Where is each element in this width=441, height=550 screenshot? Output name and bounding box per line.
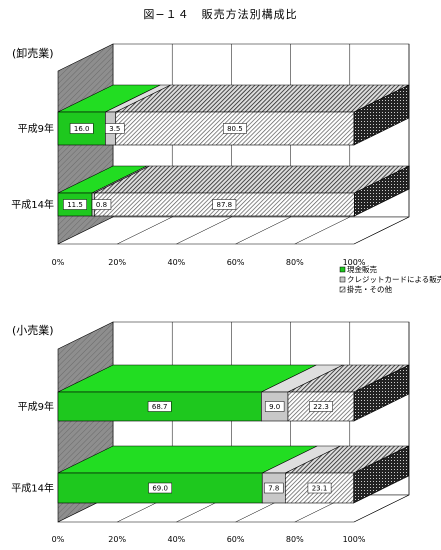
x-tick-label: 60% <box>227 535 245 544</box>
value-label-box <box>223 123 247 134</box>
chart-panel-retail <box>57 321 410 523</box>
x-tick-label: 80% <box>286 258 304 267</box>
x-tick-label: 40% <box>168 535 186 544</box>
x-tick-label: 40% <box>168 258 186 267</box>
gridline-floor <box>176 216 232 245</box>
bar-side <box>353 84 410 146</box>
legend-label-cash: 現金販売 <box>347 264 377 274</box>
x-tick-label: 60% <box>227 258 245 267</box>
value-label-other: 23.1 <box>312 485 328 493</box>
bar-side <box>353 445 410 504</box>
section-label-wholesale: (卸売業) <box>12 47 54 60</box>
legend-swatch-credit <box>339 276 346 283</box>
value-label-box <box>309 401 333 412</box>
value-label-credit: 3.5 <box>109 125 120 133</box>
value-label-box <box>212 199 237 210</box>
category-label: 平成14年 <box>11 482 54 495</box>
value-label-box <box>148 482 172 494</box>
legend-swatch-other <box>339 286 346 293</box>
value-label-box <box>105 123 125 134</box>
bar-side <box>353 364 410 422</box>
category-label: 平成9年 <box>18 122 54 135</box>
x-tick-label: 100% <box>343 535 366 544</box>
value-label-credit: 0.8 <box>96 201 107 209</box>
value-label-box <box>147 401 172 412</box>
x-tick-label: 0% <box>52 535 65 544</box>
gridline-floor <box>235 216 291 245</box>
x-tick-label: 20% <box>108 535 126 544</box>
floor <box>57 216 410 245</box>
value-label-credit: 9.0 <box>269 403 280 411</box>
bar-side <box>353 165 410 217</box>
value-label-box <box>264 482 284 494</box>
category-label: 平成14年 <box>11 198 54 211</box>
value-label-cash: 11.5 <box>67 201 83 209</box>
value-label-cash: 16.0 <box>74 125 90 133</box>
value-label-other: 80.5 <box>227 125 243 133</box>
page-title: 図−１４ 販売方法別構成比 <box>143 8 298 21</box>
value-label-box <box>307 482 332 494</box>
section-label-retail: (小売業) <box>12 324 54 337</box>
legend-label-credit: クレジットカードによる販売 <box>347 274 441 284</box>
value-label-cash: 69.0 <box>152 485 168 493</box>
gridline-floor <box>117 216 173 245</box>
x-tick-label: 0% <box>52 258 65 267</box>
value-label-box <box>264 401 285 412</box>
x-tick-label: 100% <box>343 258 366 267</box>
value-label-cash: 68.7 <box>152 403 168 411</box>
value-label-box <box>91 199 112 210</box>
gridline-floor <box>353 494 410 523</box>
value-label-other: 87.8 <box>217 201 233 209</box>
gridline-floor <box>353 216 410 245</box>
x-tick-label: 80% <box>286 535 304 544</box>
value-label-box <box>63 199 87 210</box>
chart-panel-wholesale <box>57 43 410 245</box>
x-tick-label: 20% <box>108 258 126 267</box>
legend-swatch-cash <box>339 266 346 273</box>
gridline-floor <box>294 216 350 245</box>
value-label-credit: 7.8 <box>268 485 279 493</box>
legend <box>339 266 346 293</box>
value-label-box <box>69 123 94 134</box>
value-label-other: 22.3 <box>313 403 329 411</box>
legend-label-other: 掛売・その他 <box>347 284 392 294</box>
category-label: 平成9年 <box>18 400 54 413</box>
